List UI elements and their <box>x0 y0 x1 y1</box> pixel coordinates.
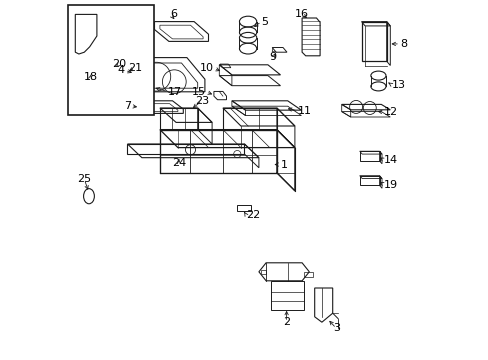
Text: 8: 8 <box>399 39 407 49</box>
Text: 3: 3 <box>332 323 339 333</box>
Text: 21: 21 <box>128 63 142 73</box>
Text: 13: 13 <box>390 80 405 90</box>
Text: 24: 24 <box>171 158 186 168</box>
Text: 1: 1 <box>280 159 287 170</box>
Text: 6: 6 <box>170 9 177 19</box>
Text: 14: 14 <box>384 155 398 165</box>
Text: 16: 16 <box>294 9 308 19</box>
Text: 23: 23 <box>195 96 209 106</box>
Text: 20: 20 <box>112 59 126 69</box>
Text: 5: 5 <box>261 17 268 27</box>
Text: 10: 10 <box>200 63 213 73</box>
Text: 7: 7 <box>124 101 131 111</box>
Text: 12: 12 <box>384 107 398 117</box>
Text: 2: 2 <box>283 317 289 327</box>
Text: 17: 17 <box>168 87 182 97</box>
Text: 18: 18 <box>83 72 97 82</box>
Text: 15: 15 <box>192 87 205 97</box>
Text: 25: 25 <box>77 174 91 184</box>
Bar <box>68 5 154 115</box>
Text: 22: 22 <box>246 210 260 220</box>
Text: 4: 4 <box>118 65 125 75</box>
Text: 11: 11 <box>297 106 311 116</box>
Text: 19: 19 <box>384 180 398 190</box>
Text: 9: 9 <box>269 52 276 62</box>
